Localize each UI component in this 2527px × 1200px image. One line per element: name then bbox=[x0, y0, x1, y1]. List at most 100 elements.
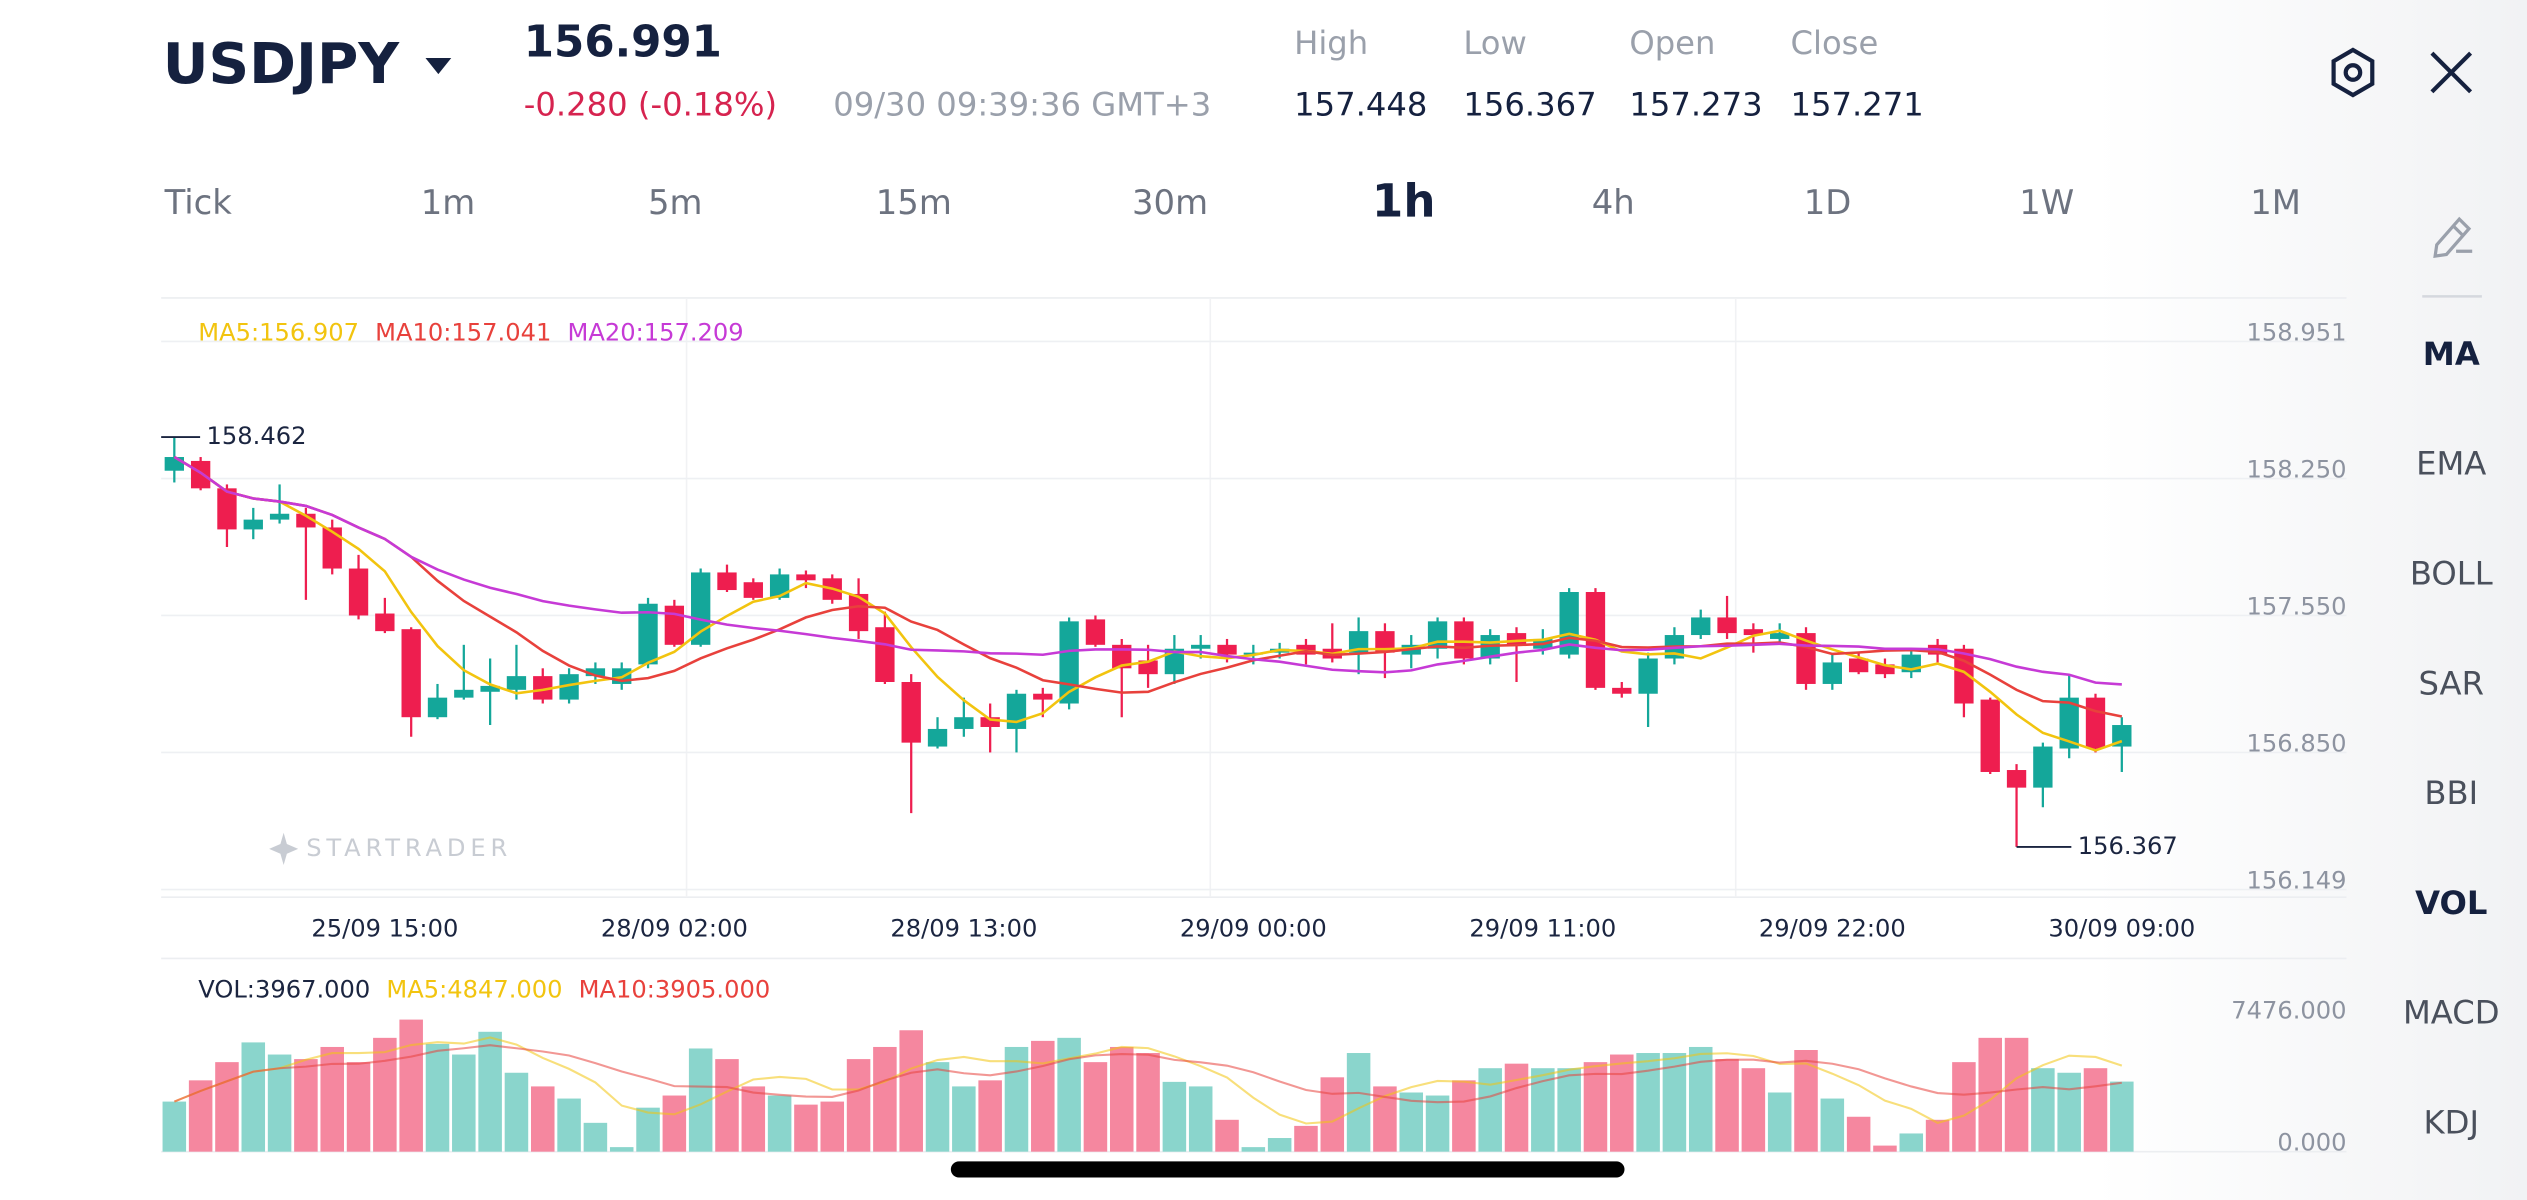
close-icon[interactable] bbox=[2430, 51, 2473, 94]
candle-body bbox=[1743, 629, 1764, 636]
volume-bar bbox=[1952, 1062, 1976, 1152]
volume-bar bbox=[925, 1062, 950, 1152]
price: 156.991 bbox=[524, 18, 722, 68]
candle-body bbox=[1375, 631, 1395, 653]
volume-bar bbox=[1188, 1086, 1213, 1152]
volume-bar bbox=[899, 1030, 923, 1152]
high-marker-label: 158.462 bbox=[207, 422, 307, 450]
volume-bar bbox=[1715, 1059, 1739, 1152]
volume-bar bbox=[873, 1046, 897, 1152]
indicator-tab[interactable]: BBI bbox=[2424, 774, 2478, 812]
candle-body bbox=[533, 676, 553, 700]
watermark: STARTRADER bbox=[306, 834, 512, 862]
x-tick-label: 28/09 02:00 bbox=[601, 914, 748, 942]
timeframe-tab[interactable]: 15m bbox=[876, 183, 952, 222]
x-tick-label: 29/09 00:00 bbox=[1180, 914, 1327, 942]
volume-bar bbox=[1557, 1068, 1581, 1152]
timeframe-tab[interactable]: Tick bbox=[164, 183, 233, 222]
volume-bar bbox=[794, 1104, 818, 1152]
volume-bar bbox=[715, 1059, 739, 1152]
candle-body bbox=[1717, 617, 1737, 634]
candle-body bbox=[769, 574, 790, 598]
volume-bar bbox=[1294, 1125, 1318, 1152]
candle-body bbox=[454, 689, 474, 698]
volume-bar bbox=[1820, 1098, 1845, 1152]
volume-bar bbox=[373, 1037, 397, 1152]
timeframe-tab[interactable]: 1W bbox=[2019, 183, 2074, 222]
volume-legend: MA10:3905.000 bbox=[579, 976, 771, 1004]
volume-bar bbox=[978, 1080, 1002, 1152]
volume-bar bbox=[952, 1086, 976, 1152]
volume-bar bbox=[399, 1019, 423, 1152]
candle-body bbox=[1822, 662, 1842, 684]
indicator-tab[interactable]: KDJ bbox=[2424, 1103, 2479, 1141]
volume-bar bbox=[346, 1062, 371, 1152]
settings-icon[interactable] bbox=[2331, 47, 2375, 98]
volume-bar bbox=[1425, 1095, 1450, 1152]
candle-body bbox=[901, 681, 921, 743]
indicator-tab[interactable]: VOL bbox=[2415, 884, 2487, 922]
volume-bar bbox=[1610, 1054, 1634, 1152]
timeframes: Tick 1m 5m 15m 30m 1h 4h 1D 1W 1M bbox=[164, 175, 2301, 228]
indicator-tab[interactable]: MA bbox=[2423, 335, 2480, 373]
timestamp: 09/30 09:39:36 GMT+3 bbox=[833, 85, 1211, 123]
x-tick-label: 28/09 13:00 bbox=[890, 914, 1037, 942]
volume-bar bbox=[162, 1101, 187, 1152]
volume-bar bbox=[478, 1031, 502, 1152]
volume-bar bbox=[1899, 1133, 1924, 1152]
volume-bar bbox=[1794, 1049, 1818, 1152]
stat-label: Open bbox=[1629, 24, 1715, 62]
x-tick-label: 25/09 15:00 bbox=[311, 914, 458, 942]
volume-bar bbox=[1346, 1053, 1371, 1152]
indicator-tab[interactable]: MACD bbox=[2403, 994, 2500, 1032]
timeframe-tab[interactable]: 1m bbox=[421, 183, 475, 222]
candle-body bbox=[1217, 644, 1237, 655]
stat-label: Low bbox=[1463, 24, 1526, 62]
candle-body bbox=[664, 605, 685, 645]
timeframe-tab[interactable]: 5m bbox=[648, 183, 702, 222]
draw-tool-icon[interactable] bbox=[2433, 216, 2473, 259]
candle-body bbox=[1006, 693, 1027, 729]
volume-bar bbox=[1846, 1116, 1871, 1152]
indicator-tab[interactable]: SAR bbox=[2419, 664, 2485, 702]
candle-body bbox=[1770, 633, 1790, 639]
volume-bar bbox=[1215, 1119, 1239, 1152]
candle-body bbox=[585, 668, 606, 677]
volume-bar bbox=[1688, 1046, 1713, 1152]
volume-bar bbox=[241, 1042, 266, 1152]
timeframe-tab[interactable]: 4h bbox=[1592, 183, 1635, 222]
y-tick-label: 158.250 bbox=[2247, 455, 2347, 483]
symbol[interactable]: USDJPY bbox=[163, 32, 401, 97]
timeframe-tab[interactable]: 1M bbox=[2250, 183, 2301, 222]
volume-bar bbox=[767, 1095, 792, 1152]
watermark-logo bbox=[269, 832, 299, 865]
symbol-dropdown[interactable] bbox=[425, 57, 452, 75]
candle-body bbox=[164, 457, 184, 471]
volume-tick-label: 7476.000 bbox=[2231, 997, 2346, 1025]
candle-body bbox=[427, 697, 448, 718]
volume-bar bbox=[1583, 1062, 1608, 1152]
candle-body bbox=[2059, 697, 2079, 749]
ma-legend: MA20:157.209 bbox=[567, 318, 743, 346]
volume-bar bbox=[609, 1147, 634, 1152]
candle-body bbox=[506, 676, 527, 690]
timeframe-tab[interactable]: 1h bbox=[1372, 175, 1436, 228]
candle-body bbox=[559, 674, 579, 700]
timeframe-tab[interactable]: 1D bbox=[1804, 183, 1852, 222]
volume-bar bbox=[425, 1043, 450, 1152]
volume-bar bbox=[1531, 1068, 1555, 1152]
candle-body bbox=[875, 627, 895, 682]
volume-bar bbox=[2083, 1068, 2108, 1152]
moving-average-line bbox=[173, 1044, 2122, 1104]
volume-bar bbox=[662, 1095, 687, 1152]
volume-bar bbox=[820, 1101, 845, 1152]
candle-body bbox=[401, 629, 421, 718]
candle-body bbox=[322, 527, 342, 569]
candle-body bbox=[1191, 644, 1211, 649]
indicator-tab[interactable]: BOLL bbox=[2410, 555, 2493, 593]
candle-body bbox=[2033, 746, 2053, 788]
volume-bar bbox=[741, 1086, 766, 1152]
timeframe-tab[interactable]: 30m bbox=[1132, 183, 1208, 222]
indicator-tab[interactable]: EMA bbox=[2416, 445, 2486, 483]
volume-bar bbox=[1452, 1080, 1476, 1152]
